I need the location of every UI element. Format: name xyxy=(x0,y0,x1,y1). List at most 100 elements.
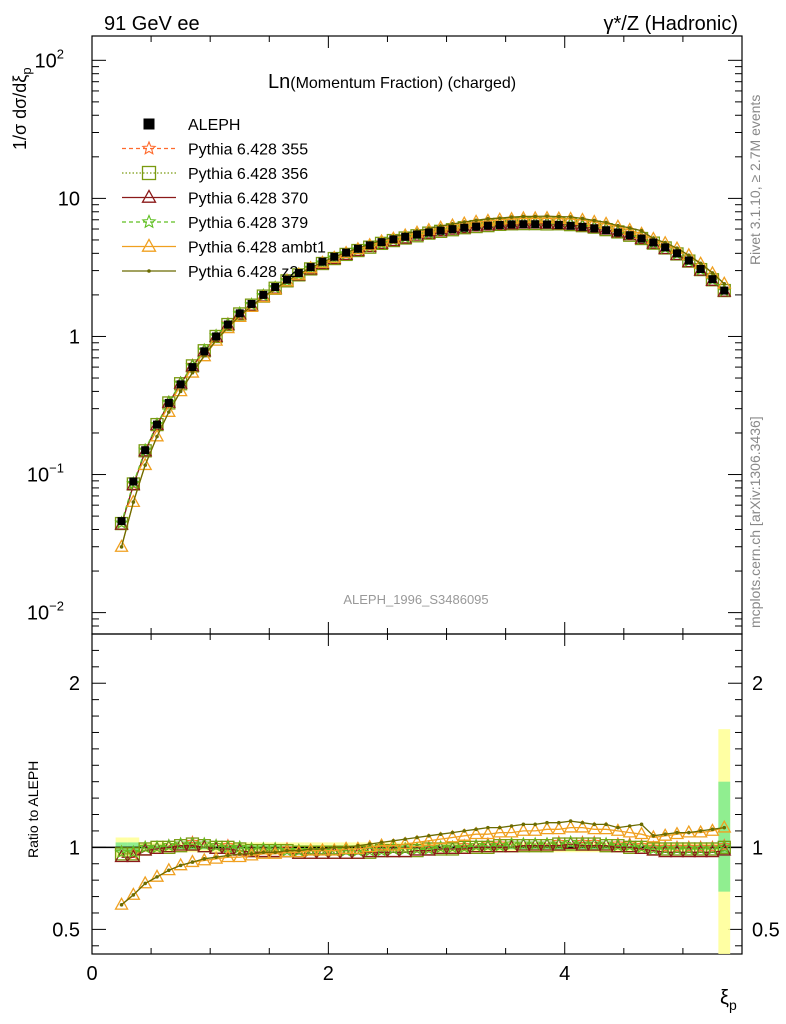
ratio-data-point xyxy=(587,836,602,851)
aleph-data-point xyxy=(223,320,232,329)
ratio-data-point xyxy=(427,834,431,838)
aleph-data-point xyxy=(483,221,492,230)
aleph-data-point xyxy=(436,226,445,235)
ratio-data-point xyxy=(126,844,141,859)
aleph-data-point xyxy=(188,363,197,372)
aleph-data-point xyxy=(306,263,315,272)
ratio-data-point xyxy=(575,819,590,833)
data-point xyxy=(627,226,632,230)
aleph-data-point xyxy=(495,220,504,229)
legend-marker xyxy=(143,118,155,130)
main-axes: 10−2 10−1 1 10 102 xyxy=(27,36,742,635)
y-tick-label: 10−1 xyxy=(27,461,64,487)
aleph-data-point xyxy=(661,243,670,252)
aleph-data-point xyxy=(554,220,563,229)
legend-item: Pythia 6.428 z2 xyxy=(122,264,298,281)
aleph-data-point xyxy=(507,220,516,229)
ratio-data-point xyxy=(717,819,732,833)
ratio-data-point xyxy=(675,830,679,835)
rivet-label: Rivet 3.1.10, ≥ 2.7M events xyxy=(747,95,763,265)
ratio-y-tick-label: 2 xyxy=(69,673,80,695)
stat-uncertainty-band xyxy=(718,781,731,892)
ratio-data-point xyxy=(622,824,637,838)
ratio-data-point xyxy=(398,836,413,850)
aleph-data-point xyxy=(377,238,386,247)
legend-marker xyxy=(141,238,157,252)
legend-label: Pythia 6.428 356 xyxy=(188,166,308,183)
header-left-label: 91 GeV ee xyxy=(104,13,200,35)
ratio-data-point xyxy=(627,824,632,828)
ratio-data-point xyxy=(398,841,413,856)
ratio-series-line xyxy=(121,820,725,906)
ratio-data-point xyxy=(698,829,703,833)
legend-marker xyxy=(141,165,157,181)
ratio-data-point xyxy=(681,839,696,854)
ratio-data-point xyxy=(521,822,526,827)
analysis-watermark: ALEPH_1996_S3486095 xyxy=(343,592,488,607)
data-point xyxy=(138,457,153,471)
aleph-data-point xyxy=(365,241,374,250)
ratio-data-point xyxy=(285,848,289,853)
ratio-data-point xyxy=(651,834,656,838)
ratio-data-point xyxy=(492,824,507,838)
data-point xyxy=(639,228,644,233)
x-tick-label: 4 xyxy=(559,963,570,985)
ratio-data-point xyxy=(480,826,496,840)
ratio-data-point xyxy=(114,844,129,859)
aleph-data-point xyxy=(212,332,221,341)
ratio-data-point xyxy=(421,841,436,856)
aleph-data-point xyxy=(708,275,717,284)
ratio-data-point xyxy=(492,838,507,852)
ratio-data-point xyxy=(504,836,519,851)
ratio-data-point xyxy=(119,902,124,907)
aleph-data-point xyxy=(566,221,575,230)
ratio-data-point xyxy=(634,826,649,840)
aleph-data-point xyxy=(129,477,138,486)
data-point xyxy=(687,253,691,258)
ratio-data-point xyxy=(722,825,727,830)
ratio-data-point xyxy=(516,823,531,836)
ratio-data-point xyxy=(705,841,720,856)
ratio-data-point xyxy=(710,827,715,832)
ratio-data-point xyxy=(261,850,266,855)
plot-title: Ln(Momentum Fraction) (charged) xyxy=(268,71,516,93)
ratio-data-point xyxy=(308,847,313,851)
ratio-data-point xyxy=(504,824,519,838)
ratio-data-point xyxy=(598,836,614,851)
legend-item: Pythia 6.428 379 xyxy=(122,214,308,232)
data-point xyxy=(155,434,159,439)
ratio-data-point xyxy=(391,838,396,843)
y-axis-label-top: 1/σ dσ/dξp xyxy=(10,67,34,150)
ratio-data-point xyxy=(705,839,720,854)
main-series xyxy=(114,210,732,552)
data-point xyxy=(126,475,141,490)
ratio-data-point xyxy=(445,839,460,854)
ratio-data-point xyxy=(639,822,644,827)
aleph-data-point xyxy=(637,234,646,243)
data-point xyxy=(143,463,147,467)
aleph-data-point xyxy=(176,380,185,389)
data-point xyxy=(533,214,537,219)
ratio-data-point xyxy=(669,841,685,856)
ratio-data-point xyxy=(658,839,673,854)
aleph-data-point xyxy=(342,248,351,257)
ratio-data-point xyxy=(681,824,696,838)
legend-marker xyxy=(141,140,157,155)
aleph-data-point xyxy=(696,265,705,274)
ratio-data-point xyxy=(433,839,448,854)
ratio-data-point xyxy=(687,830,691,835)
aleph-data-point xyxy=(578,222,587,231)
data-point xyxy=(114,539,129,552)
aleph-data-point xyxy=(318,257,327,266)
data-point xyxy=(545,214,549,218)
aleph-data-point xyxy=(460,223,469,232)
ratio-data-point xyxy=(610,838,626,852)
y-tick-label: 10 xyxy=(58,188,80,210)
ratio-series-line xyxy=(121,826,725,906)
ratio-data-point xyxy=(717,839,732,854)
aleph-data-point xyxy=(200,347,209,356)
y-axis-label-ratio: Ratio to ALEPH xyxy=(25,761,41,858)
aleph-data-point xyxy=(673,249,681,258)
legend-label: ALEPH xyxy=(188,117,240,134)
